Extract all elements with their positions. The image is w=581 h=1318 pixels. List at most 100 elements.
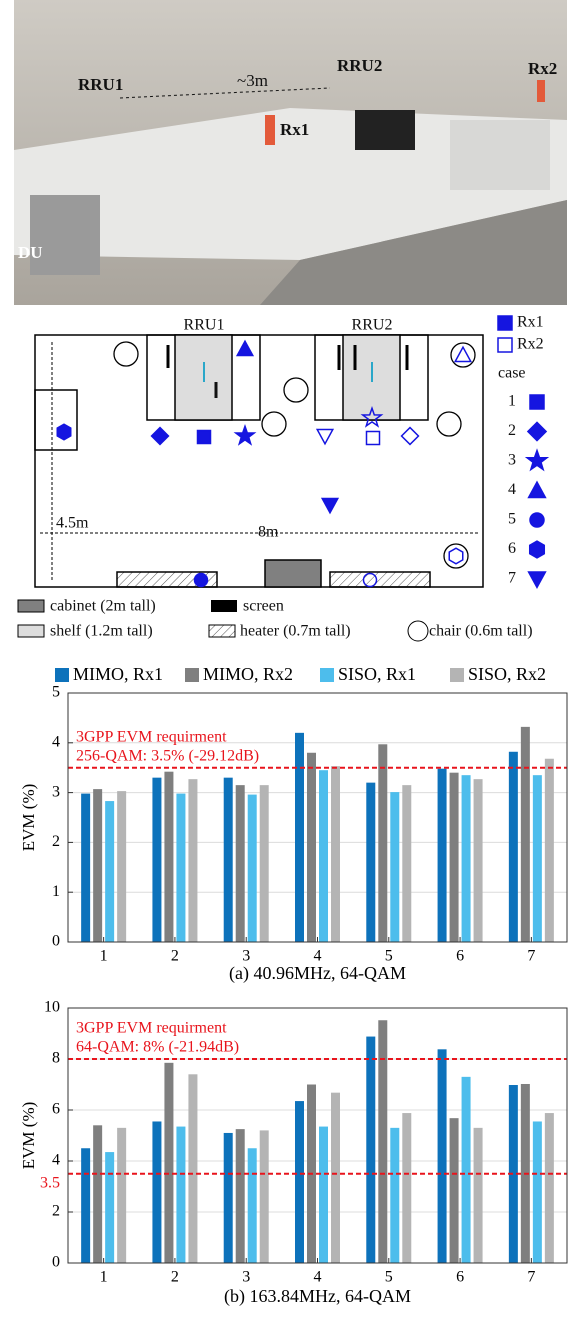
bar (93, 1125, 103, 1263)
chair (283, 377, 309, 403)
y-tick-label: 3 (52, 783, 60, 800)
bar (235, 785, 245, 942)
marker (448, 547, 464, 565)
bar (378, 744, 388, 942)
bar (188, 779, 198, 942)
legend-label: MIMO, Rx2 (203, 664, 293, 684)
threshold-label: 3.5 (40, 1174, 60, 1191)
plot-area (68, 1008, 567, 1263)
x-tick-label: 2 (171, 948, 179, 965)
marker (320, 497, 340, 515)
case-label: 5 (508, 511, 516, 528)
rru-label: RRU2 (352, 317, 393, 334)
key-swatch (17, 624, 45, 638)
floor (260, 200, 567, 305)
x-tick-label: 7 (527, 948, 535, 965)
bar (390, 1127, 400, 1263)
key: cabinet (2m tall) screen shelf (1.2m tal… (17, 598, 533, 642)
marker (527, 571, 547, 589)
y-tick-label: 1 (52, 883, 60, 900)
bar (366, 782, 376, 942)
marker (193, 572, 209, 588)
rx1-stand (265, 115, 275, 145)
case-label: 3 (508, 452, 516, 469)
bar (223, 1132, 233, 1263)
case-label: 2 (508, 422, 516, 439)
bar (152, 1121, 162, 1263)
key-label: heater (0.7m tall) (240, 623, 351, 640)
y-tick-label: 2 (52, 833, 60, 850)
bar (437, 1049, 447, 1263)
case-label: 4 (508, 481, 516, 498)
legend-swatch (55, 668, 69, 682)
marker (235, 339, 255, 357)
marker (150, 426, 170, 446)
chair (443, 543, 469, 569)
desk (450, 120, 550, 190)
bar (437, 768, 447, 942)
bar (247, 794, 257, 942)
bar (378, 1020, 388, 1263)
marker (453, 345, 473, 363)
photo-label: RRU1 (78, 75, 123, 94)
bar (152, 777, 162, 942)
bar (295, 732, 304, 942)
room (34, 334, 484, 588)
bar (223, 777, 233, 942)
bar (331, 766, 340, 942)
bar (366, 1036, 376, 1263)
bar (544, 758, 554, 942)
y-tick-label: 4 (52, 1152, 60, 1169)
marker (529, 394, 545, 410)
y-axis-label: EVM (%) (19, 1102, 38, 1170)
case-label: 7 (508, 570, 516, 587)
x-tick-label: 4 (314, 1269, 322, 1286)
x-tick-label: 5 (385, 1269, 393, 1286)
key-label: cabinet (2m tall) (50, 598, 156, 615)
annotation: 3GPP EVM requirment (76, 728, 227, 745)
chair (450, 342, 476, 368)
marker (524, 448, 550, 472)
annotation: 256-QAM: 3.5% (-29.12dB) (76, 747, 259, 764)
bar (461, 775, 471, 942)
case-label: 1 (508, 393, 516, 410)
marker (360, 405, 384, 428)
marker (56, 423, 72, 441)
key-label: chair (0.6m tall) (429, 623, 533, 640)
bar (81, 1148, 91, 1263)
photo-label: RRU2 (337, 56, 382, 75)
key-label: screen (243, 598, 284, 615)
table (14, 108, 567, 260)
x-tick-label: 1 (100, 1269, 108, 1286)
bar (544, 1113, 554, 1263)
chair (261, 411, 287, 437)
y-tick-label: 2 (52, 1203, 60, 1220)
photo-label: DU (18, 243, 43, 262)
bar (461, 1076, 471, 1263)
key-label: shelf (1.2m tall) (50, 623, 153, 640)
heater (116, 571, 218, 588)
cabinet (264, 559, 322, 588)
x-tick-label: 3 (242, 1269, 250, 1286)
bar (188, 1074, 198, 1263)
y-axis-label: EVM (%) (19, 784, 38, 852)
bar (81, 793, 91, 942)
bar (295, 1101, 304, 1263)
legend-swatch (450, 668, 464, 682)
y-tick-label: 8 (52, 1050, 60, 1067)
plot-frame (67, 692, 568, 943)
table (34, 389, 78, 451)
rx2-stand (537, 80, 545, 102)
bar (117, 1127, 127, 1263)
legend-swatch (185, 668, 199, 682)
bar (259, 1130, 269, 1263)
bar (93, 789, 103, 942)
y-tick-label: 0 (52, 1254, 60, 1271)
marker (527, 480, 547, 499)
dim-label: 4.5m (56, 515, 89, 532)
bar (449, 1118, 459, 1263)
legend-swatch (320, 668, 334, 682)
legend-label: Rx1 (517, 314, 544, 331)
key-swatch (17, 599, 45, 613)
